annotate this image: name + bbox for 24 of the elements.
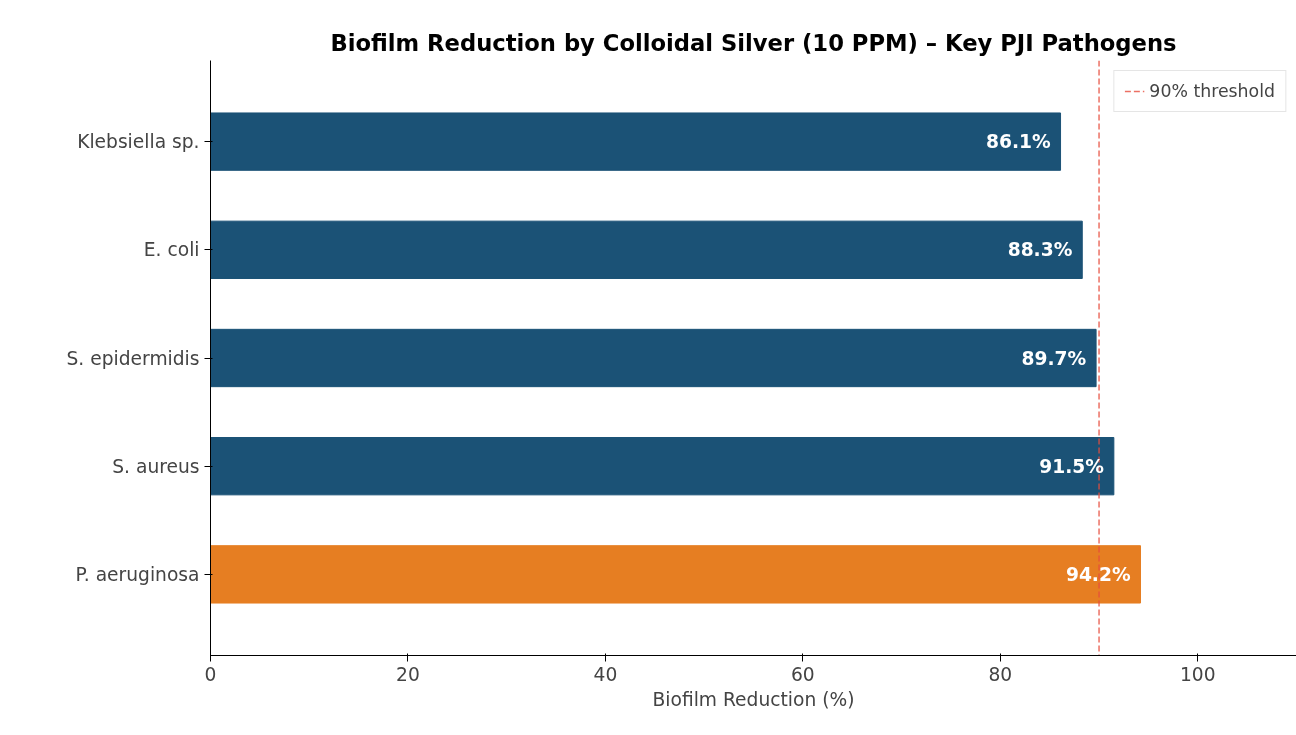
- x-tick-label: 60: [790, 663, 815, 685]
- x-axis-title: Biofilm Reduction (%): [652, 688, 855, 710]
- x-tick-label: 80: [988, 663, 1013, 685]
- y-tick-label: S. aureus: [112, 455, 200, 477]
- data-label: 86.1%: [985, 131, 1051, 153]
- bar: [210, 328, 1097, 388]
- bar: [210, 437, 1115, 496]
- data-label: 89.7%: [1021, 347, 1087, 369]
- bar: [210, 545, 1142, 604]
- data-label: 88.3%: [1007, 239, 1073, 261]
- x-tick-label: 20: [396, 663, 420, 685]
- y-tick-label: E. coli: [143, 239, 200, 261]
- chart-title: Biofilm Reduction by Colloidal Silver (10 PPM) – Key PJI Pathogens: [330, 29, 1177, 56]
- data-label: 91.5%: [1039, 455, 1105, 477]
- x-tick-label: 0: [204, 663, 217, 685]
- x-tick-label: 100: [1179, 663, 1216, 685]
- y-tick-label: S. epidermidis: [66, 347, 200, 369]
- ref-line-label: 90% threshold: [1149, 81, 1275, 101]
- x-tick-label: 40: [593, 663, 618, 685]
- y-tick-label: Klebsiella sp.: [77, 131, 200, 153]
- data-label: 94.2%: [1065, 563, 1131, 585]
- y-tick-label: P. aeruginosa: [75, 563, 200, 585]
- bar: [210, 112, 1062, 171]
- bar: [210, 220, 1083, 279]
